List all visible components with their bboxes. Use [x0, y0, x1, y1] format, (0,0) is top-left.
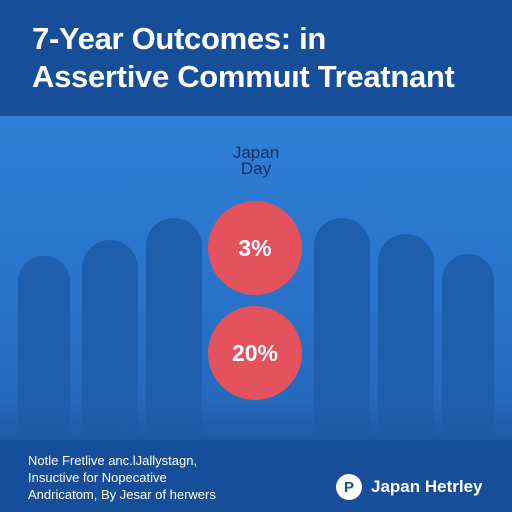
stat-value-bottom: 20%	[231, 339, 279, 366]
footnote: Notle Fretlive anc.lJallystagn, Insuctiv…	[28, 452, 308, 503]
footnote-line-1: Notle Fretlive anc.lJallystagn,	[28, 453, 198, 468]
period-label: Day	[240, 159, 272, 178]
brand: P Japan Hetrley	[336, 474, 483, 500]
footer-band	[0, 440, 512, 512]
stat-circle-top: 3%	[208, 201, 302, 295]
header-band	[0, 0, 512, 116]
country-label: Japan	[232, 143, 280, 162]
title-line-2: Assertive Commuıt Treatnant	[32, 59, 455, 94]
title-line-1: 7-Year Outcomes: in	[32, 21, 327, 56]
stat-value-top: 3%	[238, 234, 272, 261]
bottom-shade	[0, 400, 512, 440]
page-title: 7-Year Outcomes: in Assertive Commuıt Tr…	[32, 20, 492, 96]
brand-logo-icon: P	[336, 474, 362, 500]
stat-circle-bottom: 20%	[208, 306, 302, 400]
footnote-line-2: Insuctive for Nopecative	[28, 470, 167, 485]
brand-logo-letter: P	[343, 478, 354, 496]
brand-name: Japan Hetrley	[371, 477, 483, 496]
footnote-line-3: Andricatom, By Jesar of herwers	[28, 487, 216, 502]
